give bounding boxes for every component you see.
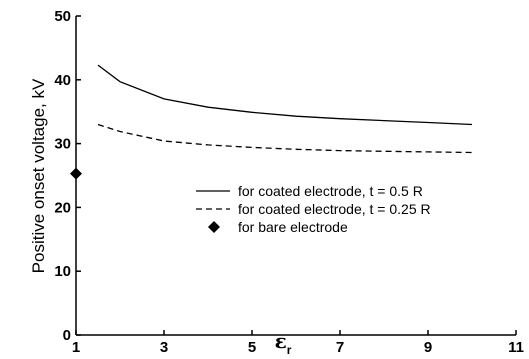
x-axis-label-subscript: r <box>287 343 292 357</box>
x-tick-label: 1 <box>72 339 80 356</box>
x-tick-label: 3 <box>160 339 168 356</box>
series-line-t025 <box>97 123 473 154</box>
x-tick-label: 7 <box>336 339 344 356</box>
bare-electrode-point <box>70 167 82 180</box>
axes <box>75 16 516 336</box>
x-ticks: 1 3 5 7 9 11 <box>72 330 524 356</box>
y-tick-label: 50 <box>54 8 71 25</box>
y-axis-label: Positive onset voltage, kV <box>29 78 48 273</box>
legend-marker-diamond <box>208 221 220 233</box>
series-lines <box>70 64 473 180</box>
series-line-t05 <box>97 64 473 126</box>
x-tick-label: 9 <box>424 339 432 356</box>
y-ticks: 0 10 20 30 40 50 <box>54 8 81 344</box>
y-tick-label: 30 <box>54 136 71 153</box>
x-axis-label-symbol: ε <box>275 329 287 353</box>
y-tick-label: 10 <box>54 263 71 280</box>
y-tick-label: 40 <box>54 72 71 89</box>
y-tick-label: 20 <box>54 199 71 216</box>
legend-label: for bare electrode <box>238 219 348 235</box>
x-axis-label: εr <box>275 329 292 357</box>
y-tick-label: 0 <box>63 327 71 344</box>
x-tick-label: 11 <box>508 339 524 356</box>
x-tick-label: 5 <box>248 339 256 356</box>
legend: for coated electrode, t = 0.5 R for coate… <box>196 183 431 235</box>
legend-label: for coated electrode, t = 0.25 R <box>238 201 431 217</box>
legend-label: for coated electrode, t = 0.5 R <box>238 183 423 199</box>
